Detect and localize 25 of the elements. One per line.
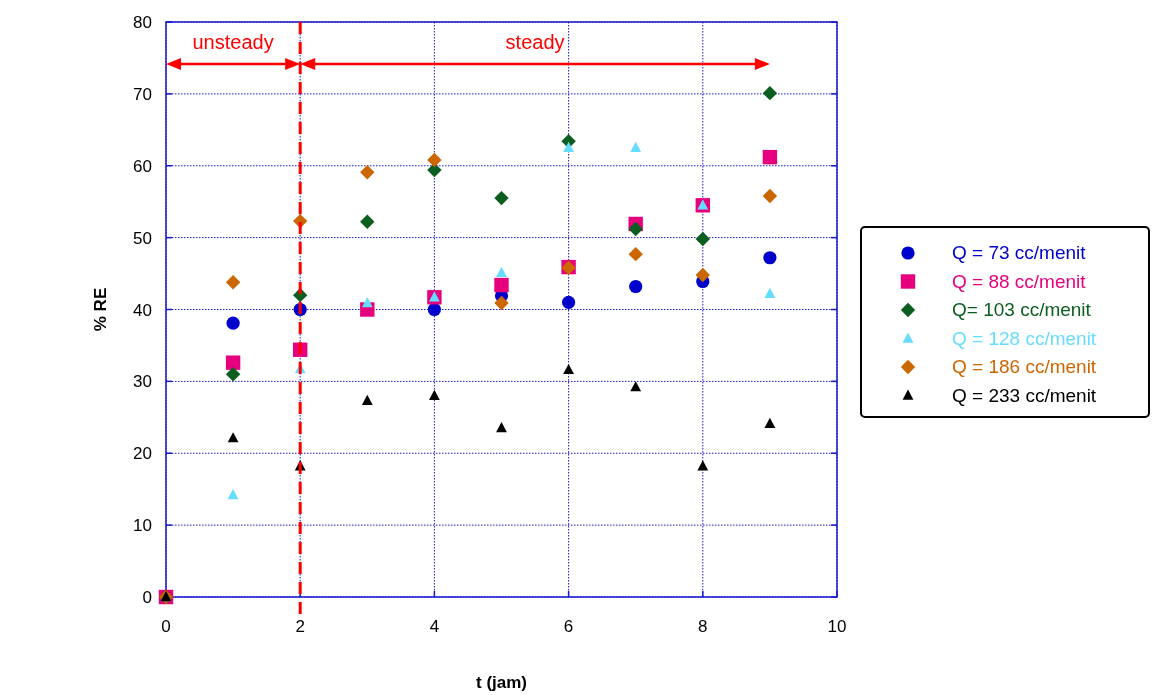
- legend-label: Q = 128 cc/menit: [952, 327, 1097, 349]
- legend-label: Q = 186 cc/menit: [952, 356, 1097, 377]
- y-tick-label: 60: [133, 156, 152, 176]
- annotation: steady: [505, 31, 565, 53]
- y-tick-label: 20: [133, 444, 152, 464]
- x-tick-label: 10: [827, 617, 847, 636]
- x-axis-title: t (jam): [476, 673, 527, 692]
- y-tick-label: 30: [133, 372, 152, 392]
- x-tick-label: 8: [698, 617, 708, 636]
- y-axis-title: % RE: [91, 287, 110, 332]
- y-tick-label: 50: [133, 228, 152, 248]
- legend-label: Q= 103 cc/menit: [952, 299, 1092, 320]
- legend-label: Q = 73 cc/menit: [952, 242, 1087, 263]
- y-tick-label: 10: [133, 516, 152, 536]
- x-tick-label: 4: [429, 617, 440, 636]
- x-tick-label: 0: [161, 617, 171, 636]
- y-tick-label: 70: [133, 84, 152, 104]
- y-tick-label: 0: [142, 588, 152, 607]
- y-tick-label: 80: [133, 13, 152, 32]
- y-tick-label: 40: [133, 300, 152, 320]
- x-tick-label: 2: [295, 617, 305, 636]
- annotation: unsteady: [192, 31, 274, 53]
- legend-label: Q = 88 cc/menit: [952, 270, 1087, 292]
- legend-label: Q = 233 cc/menit: [952, 384, 1097, 406]
- x-tick-label: 6: [563, 617, 574, 636]
